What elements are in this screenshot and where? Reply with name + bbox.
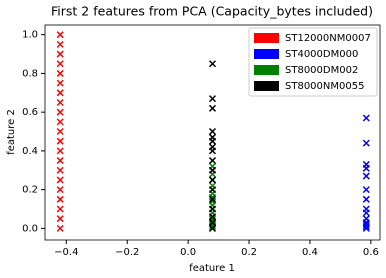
marker (56, 137, 64, 145)
marker (362, 172, 370, 180)
marker (56, 118, 64, 126)
marker (56, 157, 64, 165)
marker (208, 143, 217, 151)
marker (362, 195, 370, 203)
x-tick-label: 0.2 (241, 247, 257, 258)
marker (56, 31, 64, 39)
marker (208, 176, 217, 184)
marker (208, 157, 217, 165)
marker (208, 186, 217, 194)
y-axis-label: feature 2 (6, 109, 17, 155)
legend-box (248, 27, 378, 97)
marker (208, 60, 217, 68)
y-tick-label: 0.4 (22, 146, 38, 157)
marker (362, 205, 370, 213)
y-tick-label: 0.8 (22, 68, 38, 79)
x-axis-label: feature 1 (189, 263, 235, 274)
chart-title: First 2 features from PCA (Capacity_byte… (51, 4, 373, 19)
marker (208, 219, 217, 227)
legend-swatch (254, 33, 279, 43)
marker (208, 205, 217, 213)
marker (362, 114, 370, 122)
legend-swatch (254, 49, 279, 59)
marker (56, 224, 64, 232)
marker (56, 40, 64, 48)
y-tick-label: 0.2 (22, 185, 38, 196)
x-tick-label: 0.4 (302, 247, 318, 258)
marker (56, 205, 64, 213)
marker (56, 215, 64, 223)
legend-label: ST12000NM0007 (285, 33, 371, 44)
marker (56, 50, 64, 58)
marker (56, 89, 64, 97)
marker (208, 213, 217, 221)
y-tick-label: 0.0 (22, 223, 38, 234)
x-tick-label: 0.0 (180, 247, 196, 258)
legend-label: ST4000DM000 (285, 49, 358, 60)
marker (56, 147, 64, 155)
legend-label: ST8000NM0055 (285, 81, 364, 92)
marker (56, 128, 64, 136)
legend-label: ST8000DM002 (285, 65, 358, 76)
marker (208, 133, 217, 141)
marker (56, 186, 64, 194)
marker (56, 79, 64, 87)
marker (208, 224, 217, 232)
legend-swatch (254, 81, 279, 91)
x-tick-label: −0.4 (54, 247, 78, 258)
plot-frame (44, 24, 381, 241)
marker (208, 95, 217, 103)
marker (56, 69, 64, 77)
marker (208, 195, 217, 203)
x-tick-label: 0.6 (363, 247, 379, 258)
marker (362, 186, 370, 194)
marker (208, 166, 217, 174)
marker (56, 60, 64, 68)
marker (56, 108, 64, 116)
marker (208, 128, 217, 136)
marker (362, 139, 370, 147)
marker (56, 166, 64, 174)
legend-swatch (254, 65, 279, 75)
marker (56, 176, 64, 184)
marker (56, 98, 64, 107)
y-tick-label: 1.0 (22, 30, 38, 41)
marker (362, 215, 370, 223)
x-tick-label: −0.2 (115, 247, 139, 258)
marker (362, 160, 370, 168)
marker (208, 104, 217, 112)
y-tick-label: 0.6 (22, 107, 38, 118)
marker (56, 195, 64, 203)
marker (362, 220, 370, 229)
